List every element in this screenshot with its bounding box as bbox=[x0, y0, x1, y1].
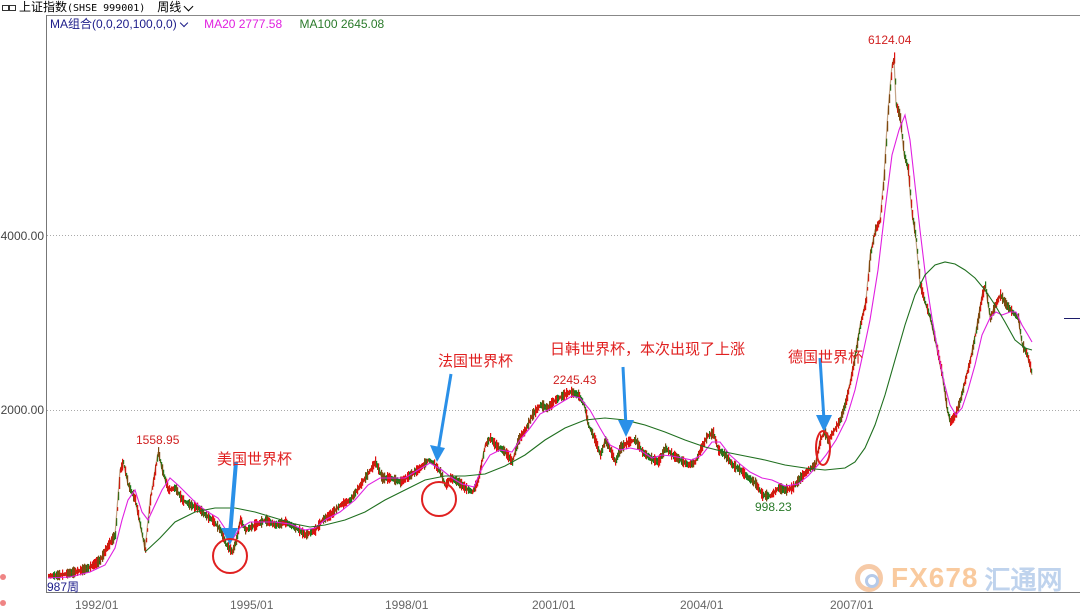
x-tick-1998: 1998/01 bbox=[385, 598, 429, 612]
circle-highlight-2006 bbox=[815, 430, 831, 466]
x-tick-2007: 2007/01 bbox=[830, 598, 874, 612]
x-tick-1995: 1995/01 bbox=[230, 598, 274, 612]
left-edge-decoration bbox=[0, 570, 10, 610]
arrow-france-world-cup bbox=[430, 373, 453, 462]
bar-count-label: 987周 bbox=[47, 580, 80, 594]
ma20-value: MA20 2777.58 bbox=[204, 17, 283, 31]
annotation-usa-world-cup: 美国世界杯 bbox=[217, 451, 293, 468]
x-tick-2004: 2004/01 bbox=[680, 598, 724, 612]
label-high-2001: 2245.43 bbox=[553, 373, 597, 387]
circle-highlight-1994 bbox=[212, 538, 248, 574]
fx678-watermark: FX678 汇通网 bbox=[855, 562, 1063, 595]
period-selector[interactable]: 周线 bbox=[157, 0, 194, 14]
watermark-cn: 汇通网 bbox=[984, 564, 1063, 595]
fx678-logo-icon bbox=[855, 564, 883, 592]
price-line bbox=[47, 57, 1033, 577]
link-icon[interactable] bbox=[2, 4, 16, 12]
annotation-germany-world-cup: 德国世界杯 bbox=[788, 349, 864, 366]
x-tick-2001: 2001/01 bbox=[532, 598, 576, 612]
ma-legend: MA组合(0,0,20,100,0,0) MA20 2777.58 MA100 … bbox=[50, 17, 384, 31]
ma-combo-label: MA组合(0,0,20,100,0,0) bbox=[50, 17, 177, 31]
candlestick-series bbox=[48, 52, 1033, 581]
x-tick-1992: 1992/01 bbox=[75, 598, 119, 612]
arrow-germany-world-cup bbox=[816, 357, 832, 432]
y-tick-4000: 4000.00 bbox=[0, 229, 44, 243]
index-name: 上证指数 bbox=[19, 0, 68, 14]
ma-combo-selector[interactable]: MA组合(0,0,20,100,0,0) bbox=[50, 17, 188, 31]
ma100-value: MA100 2645.08 bbox=[299, 17, 385, 31]
chart-top-border bbox=[46, 15, 1080, 16]
annotation-japan-korea-world-cup: 日韩世界杯，本次出现了上涨 bbox=[550, 341, 746, 358]
ma100-line bbox=[144, 261, 1033, 553]
arrow-usa-world-cup bbox=[221, 461, 238, 545]
y-tick-2000: 2000.00 bbox=[0, 403, 44, 417]
label-low-2005: 998.23 bbox=[755, 500, 792, 514]
index-code: (SHSE 999001) bbox=[67, 3, 146, 14]
arrow-japan-korea-world-cup bbox=[618, 366, 634, 437]
chart-title-bar: 上证指数(SHSE 999001) 周线 bbox=[0, 0, 1080, 14]
label-high-1993: 1558.95 bbox=[136, 433, 180, 447]
ma20-line bbox=[47, 113, 1033, 579]
current-price-marker bbox=[1064, 318, 1080, 319]
label-high-2007: 6124.04 bbox=[868, 33, 912, 47]
annotation-france-world-cup: 法国世界杯 bbox=[438, 353, 514, 370]
watermark-fx: FX678 bbox=[891, 562, 979, 593]
circle-highlight-1998 bbox=[421, 481, 457, 517]
period-label: 周线 bbox=[157, 0, 182, 14]
